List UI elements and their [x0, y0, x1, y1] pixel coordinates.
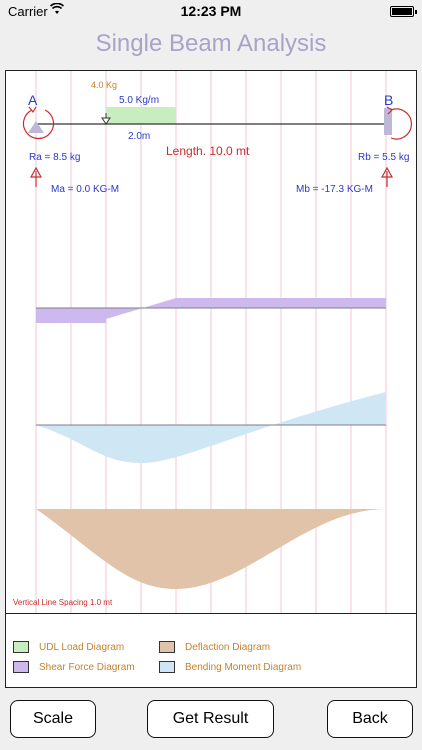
beam-diagram: A B 4.0 Kg 5.0 Kg/m 2.0m Length. 10.0 mt… [13, 71, 412, 613]
deflection-swatch [159, 641, 175, 653]
legend-shear-label: Shear Force Diagram [39, 662, 135, 673]
vertical-spacing-note: Vertical Line Spacing 1.0 mt [13, 598, 113, 607]
reaction-arrow-b-icon [380, 166, 394, 187]
moment-a-label: Ma = 0.0 KG-M [51, 184, 119, 195]
udl-swatch [13, 641, 29, 653]
legend-deflection-label: Deflaction Diagram [185, 642, 271, 653]
deflection-diagram [36, 509, 386, 589]
status-time: 12:23 PM [180, 3, 242, 19]
udl-start-label: 2.0m [128, 131, 150, 142]
wifi-icon [49, 2, 65, 18]
get-result-button[interactable]: Get Result [147, 700, 274, 738]
moment-arrowhead-a-icon [28, 106, 37, 114]
fixed-support-b-icon [384, 108, 392, 135]
battery-icon [390, 6, 417, 17]
udl-label: 5.0 Kg/m [119, 95, 159, 106]
moment-b-label: Mb = -17.3 KG-M [296, 184, 373, 195]
moment-arrowhead-b-icon [386, 106, 393, 115]
page-title: Single Beam Analysis [95, 30, 327, 57]
carrier-label: Carrier [8, 4, 48, 19]
status-bar: Carrier 12:23 PM [0, 0, 422, 22]
beam-diagram-panel: A B 4.0 Kg 5.0 Kg/m 2.0m Length. 10.0 mt… [5, 70, 417, 614]
bending-swatch [159, 661, 175, 673]
back-button[interactable]: Back [327, 700, 413, 738]
beam-length-label: Length. 10.0 mt [166, 144, 250, 158]
udl-load-block [106, 107, 176, 124]
reaction-a-label: Ra = 8.5 kg [29, 152, 80, 163]
moment-arrow-b-icon [390, 108, 412, 140]
legend-bending-label: Bending Moment Diagram [185, 662, 302, 673]
support-a-label: A [28, 92, 38, 108]
legend-udl-label: UDL Load Diagram [39, 642, 125, 653]
pin-support-a-icon [28, 121, 44, 133]
legend: UDL Load Diagram Shear Force Diagram Def… [5, 614, 417, 688]
shear-swatch [13, 661, 29, 673]
bending-moment-diagram [36, 392, 386, 463]
reaction-b-label: Rb = 5.5 kg [358, 152, 409, 163]
scale-button[interactable]: Scale [10, 700, 96, 738]
reaction-arrow-a-icon [29, 166, 43, 187]
moment-arrow-a-icon [22, 109, 55, 140]
point-load-label: 4.0 Kg [91, 80, 117, 90]
shear-force-diagram [36, 298, 386, 323]
point-load-arrow-icon [101, 117, 111, 125]
support-b-label: B [384, 92, 393, 108]
